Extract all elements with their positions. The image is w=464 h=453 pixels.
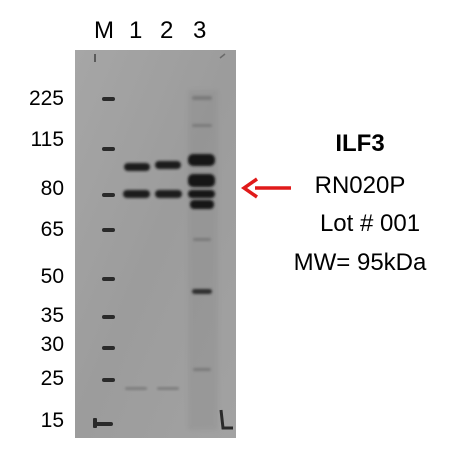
lane-label-3: 3	[193, 17, 207, 44]
lane-label-1: 1	[129, 17, 143, 44]
lane1-band-upper	[124, 163, 150, 171]
marker-band-30	[102, 346, 115, 350]
mw-label-225: 225	[28, 87, 64, 110]
lane-label-2: 2	[160, 17, 174, 44]
lane-label-marker: M	[94, 17, 114, 44]
lane2-band-upper	[155, 161, 181, 169]
marker-band-115	[102, 147, 115, 151]
mw-label-30: 30	[40, 333, 64, 356]
marker-band-225	[102, 97, 115, 101]
red-arrow-icon	[241, 177, 291, 199]
lane1-faint-band	[125, 387, 147, 390]
lane2-bands	[155, 161, 182, 198]
marker-band-80	[102, 193, 115, 197]
protein-name: ILF3	[335, 130, 385, 157]
lane3-band-mid	[192, 289, 212, 294]
lane3-faint-bands	[192, 96, 212, 371]
molecular-weight: MW= 95kDa	[293, 249, 427, 276]
lane3-band-4	[190, 200, 214, 209]
marker-ladder	[93, 97, 115, 428]
mw-label-65: 65	[40, 218, 64, 241]
marker-band-35	[102, 315, 115, 319]
lot-number: Lot # 001	[319, 210, 421, 237]
mw-label-15: 15	[40, 409, 64, 432]
mw-label-35: 35	[40, 304, 64, 327]
marker-band-50	[102, 277, 115, 281]
lane2-band-lower	[155, 190, 182, 198]
lane2-faint-band	[157, 387, 179, 390]
mw-label-25: 25	[40, 367, 64, 390]
lane1-bands	[123, 163, 150, 198]
lane3-band-1	[188, 154, 215, 166]
mw-label-80: 80	[40, 177, 64, 200]
mw-label-50: 50	[40, 265, 64, 288]
lane1-band-lower	[123, 190, 150, 198]
marker-band-15-stub	[93, 418, 97, 428]
lane3-bands	[188, 154, 215, 209]
corner-mark-bottom-right	[219, 409, 233, 430]
marker-band-25	[102, 378, 115, 382]
mw-label-115: 115	[30, 128, 64, 151]
lane3-band-2	[188, 174, 215, 187]
marker-band-65	[102, 228, 115, 232]
lane3-smear	[188, 90, 218, 430]
marker-band-15	[93, 422, 113, 426]
western-blot-image	[75, 50, 236, 438]
corner-mark-top-right	[219, 53, 226, 59]
lane3-band-3	[188, 190, 215, 198]
catalog-number: RN020P	[314, 172, 406, 199]
